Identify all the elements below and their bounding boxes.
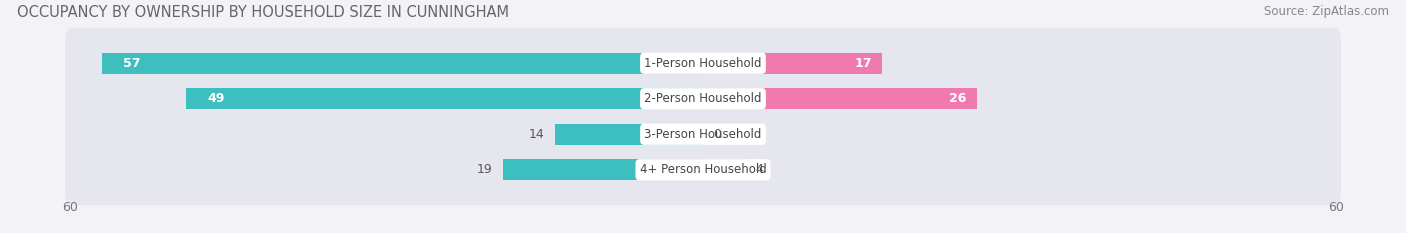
Bar xyxy=(703,159,745,180)
Text: 2-Person Household: 2-Person Household xyxy=(644,92,762,105)
FancyBboxPatch shape xyxy=(65,99,1341,170)
FancyBboxPatch shape xyxy=(65,28,1341,99)
Text: 3-Person Household: 3-Person Household xyxy=(644,128,762,141)
Text: 4+ Person Household: 4+ Person Household xyxy=(640,163,766,176)
Bar xyxy=(103,53,703,74)
Text: OCCUPANCY BY OWNERSHIP BY HOUSEHOLD SIZE IN CUNNINGHAM: OCCUPANCY BY OWNERSHIP BY HOUSEHOLD SIZE… xyxy=(17,5,509,20)
Text: 4: 4 xyxy=(756,163,763,176)
Text: 26: 26 xyxy=(949,92,967,105)
Bar xyxy=(703,89,977,109)
Bar xyxy=(703,53,883,74)
FancyBboxPatch shape xyxy=(65,134,1341,205)
Bar xyxy=(186,89,703,109)
Text: 57: 57 xyxy=(124,57,141,70)
FancyBboxPatch shape xyxy=(65,63,1341,134)
Text: 49: 49 xyxy=(208,92,225,105)
Text: 0: 0 xyxy=(713,128,721,141)
Bar xyxy=(555,124,703,144)
Text: Source: ZipAtlas.com: Source: ZipAtlas.com xyxy=(1264,5,1389,18)
Text: 17: 17 xyxy=(855,57,872,70)
Text: 14: 14 xyxy=(529,128,546,141)
Text: 1-Person Household: 1-Person Household xyxy=(644,57,762,70)
Bar xyxy=(503,159,703,180)
Text: 19: 19 xyxy=(477,163,492,176)
